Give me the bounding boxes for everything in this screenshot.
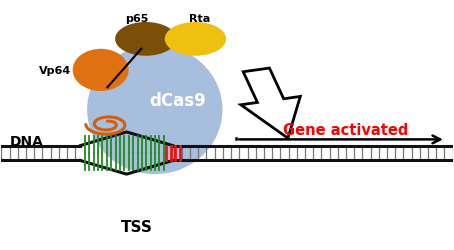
Text: p65: p65 — [125, 14, 148, 24]
Ellipse shape — [115, 23, 177, 56]
Ellipse shape — [165, 23, 226, 56]
Ellipse shape — [87, 46, 222, 174]
Text: Vp64: Vp64 — [39, 66, 72, 76]
Text: dCas9: dCas9 — [149, 91, 206, 109]
Text: DNA: DNA — [9, 134, 43, 148]
Text: TSS: TSS — [121, 219, 153, 234]
Ellipse shape — [73, 50, 128, 92]
Text: Gene activated: Gene activated — [283, 122, 409, 138]
Polygon shape — [241, 69, 300, 138]
Text: Rta: Rta — [189, 14, 211, 24]
